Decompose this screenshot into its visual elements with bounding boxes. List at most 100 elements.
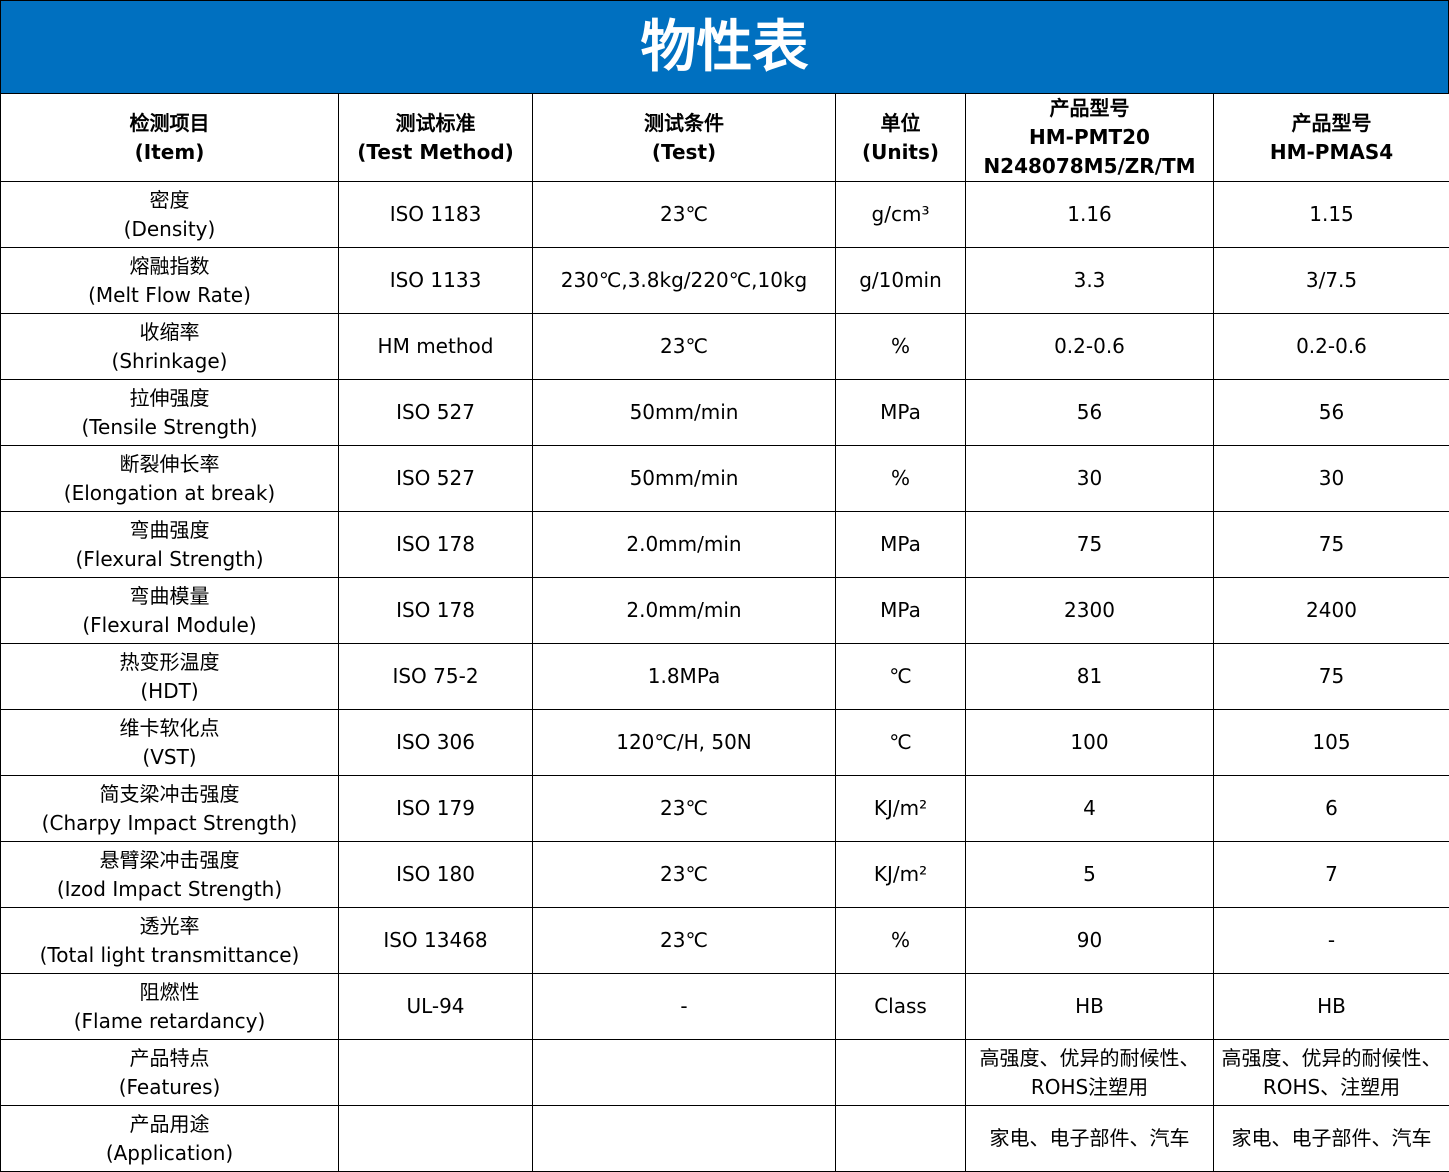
cell-text: 测试标准 bbox=[343, 109, 528, 138]
cell-text: (Charpy Impact Strength) bbox=[5, 809, 334, 838]
table-cell bbox=[836, 1106, 966, 1172]
column-header: 单位(Units) bbox=[836, 94, 966, 182]
table-cell: 6 bbox=[1214, 776, 1449, 842]
header-row: 检测项目(Item)测试标准(Test Method)测试条件(Test)单位(… bbox=[1, 94, 1449, 182]
table-cell: g/10min bbox=[836, 248, 966, 314]
table-cell: 23℃ bbox=[533, 314, 836, 380]
cell-text: ISO 1133 bbox=[343, 266, 528, 295]
table-cell bbox=[533, 1040, 836, 1106]
cell-text: 2.0mm/min bbox=[537, 530, 831, 559]
cell-text: 产品型号 bbox=[1218, 109, 1445, 138]
cell-text: 1.15 bbox=[1218, 200, 1445, 229]
table-cell: % bbox=[836, 446, 966, 512]
table-cell: 高强度、优异的耐候性、ROHS注塑用 bbox=[966, 1040, 1214, 1106]
table-cell: ISO 527 bbox=[339, 380, 533, 446]
cell-text: 23℃ bbox=[537, 332, 831, 361]
cell-text: MPa bbox=[840, 398, 961, 427]
cell-text: ISO 180 bbox=[343, 860, 528, 889]
table-cell: 弯曲强度(Flexural Strength) bbox=[1, 512, 339, 578]
table-cell: 230℃,3.8kg/220℃,10kg bbox=[533, 248, 836, 314]
cell-text: ISO 75-2 bbox=[343, 662, 528, 691]
cell-text: 75 bbox=[970, 530, 1209, 559]
cell-text: 产品用途 bbox=[5, 1110, 334, 1139]
cell-text: ISO 178 bbox=[343, 596, 528, 625]
cell-text: 23℃ bbox=[537, 926, 831, 955]
cell-text: 简支梁冲击强度 bbox=[5, 780, 334, 809]
table-cell: 23℃ bbox=[533, 776, 836, 842]
cell-text: 120℃/H, 50N bbox=[537, 728, 831, 757]
cell-text: 弯曲强度 bbox=[5, 516, 334, 545]
cell-text: MPa bbox=[840, 596, 961, 625]
table-cell: 密度(Density) bbox=[1, 182, 339, 248]
cell-text: KJ/m² bbox=[840, 860, 961, 889]
cell-text: (Shrinkage) bbox=[5, 347, 334, 376]
table-cell: 90 bbox=[966, 908, 1214, 974]
cell-text: 75 bbox=[1218, 662, 1445, 691]
cell-text: 产品特点 bbox=[5, 1044, 334, 1073]
table-cell: 2.0mm/min bbox=[533, 512, 836, 578]
cell-text: 检测项目 bbox=[5, 109, 334, 138]
cell-text: 断裂伸长率 bbox=[5, 450, 334, 479]
cell-text: HB bbox=[970, 992, 1209, 1021]
table-cell: 75 bbox=[966, 512, 1214, 578]
table-cell: MPa bbox=[836, 578, 966, 644]
table-cell: KJ/m² bbox=[836, 776, 966, 842]
cell-text: - bbox=[1218, 926, 1445, 955]
table-cell: 3/7.5 bbox=[1214, 248, 1449, 314]
table-cell: 7 bbox=[1214, 842, 1449, 908]
table-cell: g/cm³ bbox=[836, 182, 966, 248]
table-cell bbox=[533, 1106, 836, 1172]
cell-text: 单位 bbox=[840, 109, 961, 138]
table-cell: 2.0mm/min bbox=[533, 578, 836, 644]
cell-text: HM-PMAS4 bbox=[1218, 138, 1445, 167]
cell-text: 7 bbox=[1218, 860, 1445, 889]
table-cell: 30 bbox=[966, 446, 1214, 512]
table-cell: 100 bbox=[966, 710, 1214, 776]
cell-text: (VST) bbox=[5, 743, 334, 772]
table-cell: KJ/m² bbox=[836, 842, 966, 908]
cell-text: (Izod Impact Strength) bbox=[5, 875, 334, 904]
cell-text: (Units) bbox=[840, 138, 961, 167]
table-cell: 阻燃性(Flame retardancy) bbox=[1, 974, 339, 1040]
table-cell: ISO 306 bbox=[339, 710, 533, 776]
cell-text: 拉伸强度 bbox=[5, 384, 334, 413]
cell-text: (Elongation at break) bbox=[5, 479, 334, 508]
property-table: 检测项目(Item)测试标准(Test Method)测试条件(Test)单位(… bbox=[0, 93, 1449, 1172]
cell-text: 熔融指数 bbox=[5, 252, 334, 281]
cell-text: 23℃ bbox=[537, 860, 831, 889]
cell-text: 100 bbox=[970, 728, 1209, 757]
table-cell: 1.8MPa bbox=[533, 644, 836, 710]
cell-text: 高强度、优异的耐候性、ROHS、注塑用 bbox=[1218, 1044, 1445, 1102]
cell-text: 56 bbox=[1218, 398, 1445, 427]
cell-text: 50mm/min bbox=[537, 398, 831, 427]
table-cell: 1.16 bbox=[966, 182, 1214, 248]
table-cell: % bbox=[836, 908, 966, 974]
table-cell bbox=[339, 1040, 533, 1106]
table-cell: 高强度、优异的耐候性、ROHS、注塑用 bbox=[1214, 1040, 1449, 1106]
table-cell: 0.2-0.6 bbox=[966, 314, 1214, 380]
cell-text: 230℃,3.8kg/220℃,10kg bbox=[537, 266, 831, 295]
cell-text: ISO 306 bbox=[343, 728, 528, 757]
cell-text: (Application) bbox=[5, 1139, 334, 1168]
cell-text: (Features) bbox=[5, 1073, 334, 1102]
table-cell: 5 bbox=[966, 842, 1214, 908]
cell-text: ISO 178 bbox=[343, 530, 528, 559]
table-cell: MPa bbox=[836, 512, 966, 578]
table-cell: 56 bbox=[966, 380, 1214, 446]
table-cell: 23℃ bbox=[533, 842, 836, 908]
cell-text: Class bbox=[840, 992, 961, 1021]
cell-text: 81 bbox=[970, 662, 1209, 691]
cell-text: (Total light transmittance) bbox=[5, 941, 334, 970]
table-cell: 75 bbox=[1214, 512, 1449, 578]
table-cell: 81 bbox=[966, 644, 1214, 710]
table-cell: 3.3 bbox=[966, 248, 1214, 314]
